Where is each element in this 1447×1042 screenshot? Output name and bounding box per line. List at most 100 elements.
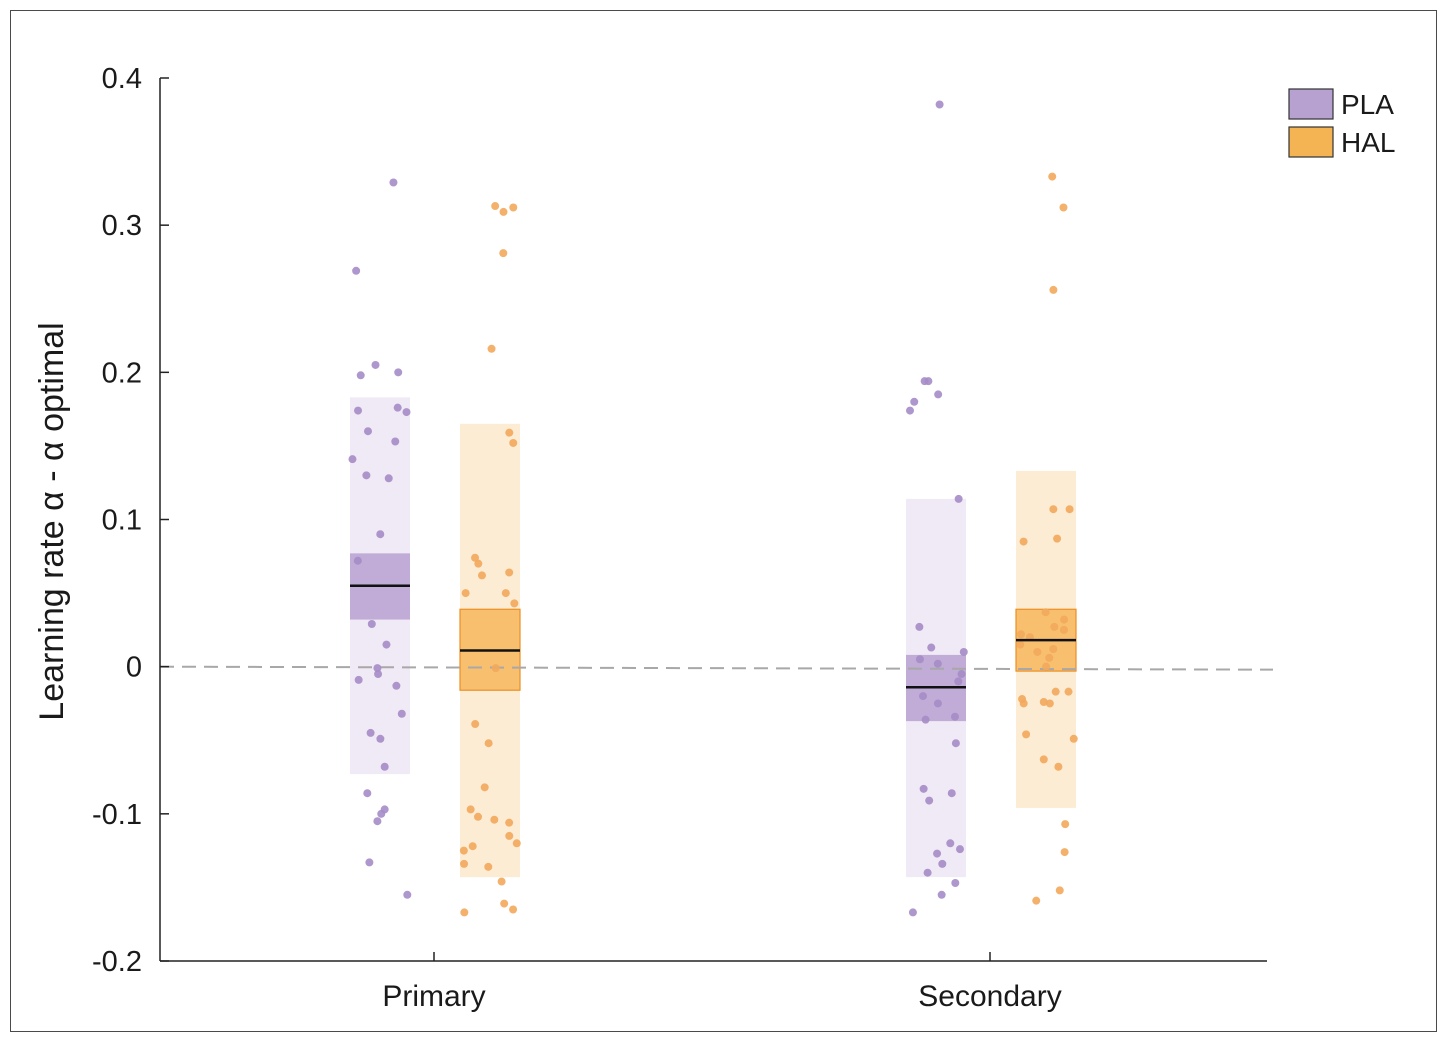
data-point	[1061, 820, 1070, 829]
data-point	[915, 622, 924, 631]
data-point	[921, 715, 930, 724]
chart: -0.2 -0.1 0 0.1 0.2 0.3 0.4 Primary Secondary L…	[33, 63, 1395, 1013]
data-point	[461, 589, 470, 598]
data-point	[466, 805, 475, 814]
data-point	[955, 845, 964, 854]
y-tick-label: 0.4	[102, 63, 142, 95]
data-point	[946, 839, 955, 848]
data-point	[471, 553, 480, 562]
data-point	[920, 377, 929, 386]
data-point	[468, 842, 477, 851]
data-point	[500, 899, 509, 908]
data-point	[367, 619, 376, 628]
legend-swatch-hal	[1288, 126, 1334, 158]
data-point	[391, 437, 400, 446]
data-point	[373, 817, 382, 826]
data-point	[919, 692, 928, 701]
data-point	[356, 371, 365, 380]
zero-reference-line	[159, 665, 1274, 671]
data-point	[954, 494, 963, 503]
data-point	[348, 455, 357, 464]
data-point	[474, 559, 483, 568]
data-point	[950, 712, 959, 721]
data-point	[477, 571, 486, 580]
data-point	[374, 670, 383, 679]
data-point	[1033, 647, 1042, 656]
data-point	[1045, 653, 1054, 662]
data-point	[1060, 848, 1069, 857]
x-tick-label: Primary	[382, 980, 485, 1013]
data-point	[1065, 505, 1074, 514]
data-point	[947, 789, 956, 798]
data-point	[915, 655, 924, 664]
data-point	[951, 879, 960, 888]
data-point	[392, 681, 401, 690]
data-point	[371, 360, 380, 369]
data-point	[353, 556, 362, 565]
data-point	[380, 762, 389, 771]
data-point	[1032, 896, 1041, 905]
y-tick-label: 0.3	[102, 210, 142, 242]
data-point	[509, 905, 518, 914]
sem-boxes	[350, 553, 1077, 722]
data-point	[505, 818, 514, 827]
x-ticks: Primary Secondary	[382, 952, 1062, 1013]
data-point	[366, 728, 375, 737]
sd-bands	[350, 397, 1076, 878]
data-point	[1055, 886, 1064, 895]
data-point	[954, 677, 963, 686]
data-point	[484, 739, 493, 748]
data-point	[919, 784, 928, 793]
data-point	[403, 890, 412, 899]
data-point	[471, 720, 480, 729]
data-point	[1022, 730, 1031, 739]
data-point	[1049, 505, 1058, 514]
data-point	[1041, 608, 1050, 617]
data-point	[1048, 172, 1057, 181]
data-point	[906, 406, 915, 415]
legend-label-hal: HAL	[1341, 127, 1395, 158]
data-point	[1042, 662, 1051, 671]
data-point	[923, 868, 932, 877]
data-point	[1050, 622, 1059, 631]
data-point	[382, 640, 391, 649]
data-point	[933, 849, 942, 858]
data-point	[389, 178, 398, 187]
data-point	[402, 408, 411, 417]
data-point	[474, 812, 483, 821]
legend: PLA HAL	[1288, 88, 1395, 158]
data-point	[1016, 630, 1025, 639]
data-point	[1016, 640, 1025, 649]
y-tick-label: -0.2	[92, 946, 142, 978]
data-point	[354, 406, 363, 415]
data-point	[1049, 645, 1058, 654]
data-point	[1053, 534, 1062, 543]
data-point	[509, 203, 518, 212]
data-point	[1019, 699, 1028, 708]
data-point	[459, 846, 468, 855]
data-point	[460, 859, 469, 868]
data-point	[487, 344, 496, 353]
data-point	[509, 438, 518, 447]
data-point	[933, 699, 942, 708]
data-point	[505, 831, 514, 840]
data-point	[1051, 687, 1060, 696]
data-point	[1049, 285, 1058, 294]
data-point	[937, 890, 946, 899]
data-point	[354, 675, 363, 684]
data-point	[1039, 697, 1048, 706]
data-point	[505, 568, 514, 577]
data-point	[394, 368, 403, 377]
y-tick-label: -0.1	[92, 799, 142, 831]
data-point	[1045, 699, 1054, 708]
data-point	[1059, 625, 1068, 634]
data-point	[1059, 203, 1068, 212]
data-point	[908, 908, 917, 917]
data-point	[484, 862, 493, 871]
data-points	[348, 100, 1078, 917]
data-point	[352, 266, 361, 275]
y-ticks: -0.2 -0.1 0 0.1 0.2 0.3 0.4	[92, 63, 169, 978]
data-point	[376, 734, 385, 743]
data-point	[499, 207, 508, 216]
data-point	[934, 390, 943, 399]
